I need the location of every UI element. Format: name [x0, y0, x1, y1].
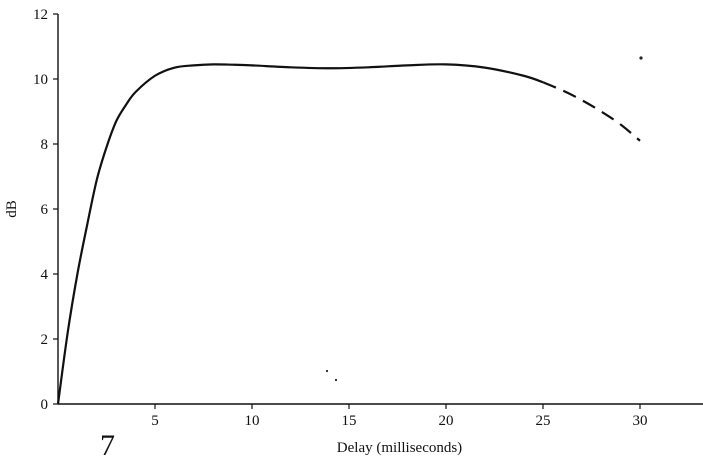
x-tick-label: 30: [633, 413, 648, 429]
y-tick-label: 2: [41, 332, 49, 348]
y-tick-label: 8: [41, 137, 49, 153]
y-tick-label: 12: [33, 7, 48, 23]
x-axis-ticks: 5 10 15 20 25 30: [151, 404, 648, 429]
curve-solid-segment: [56, 63, 544, 405]
scan-specks: [325, 56, 643, 382]
scan-speck: [325, 369, 329, 373]
y-tick-label: 6: [41, 202, 49, 218]
x-tick-label: 10: [245, 413, 260, 429]
curve-dashed-segment: [542, 81, 641, 142]
axes: [57, 14, 703, 405]
y-tick-label: 10: [33, 72, 48, 88]
figure-number: 7: [100, 429, 115, 458]
x-tick-label: 20: [439, 413, 454, 429]
data-series: [56, 63, 641, 405]
x-tick-label: 25: [536, 413, 551, 429]
x-axis-label: Delay (milliseconds): [337, 440, 462, 456]
scan-speck: [639, 56, 643, 60]
scan-speck: [334, 378, 338, 382]
y-tick-label: 4: [41, 267, 49, 283]
x-tick-label: 5: [151, 413, 159, 429]
y-tick-label: 0: [41, 397, 49, 413]
x-tick-label: 15: [342, 413, 357, 429]
y-axis-ticks: 0 2 4 6 8 10 12: [33, 7, 58, 413]
y-axis-label: dB: [4, 200, 20, 218]
